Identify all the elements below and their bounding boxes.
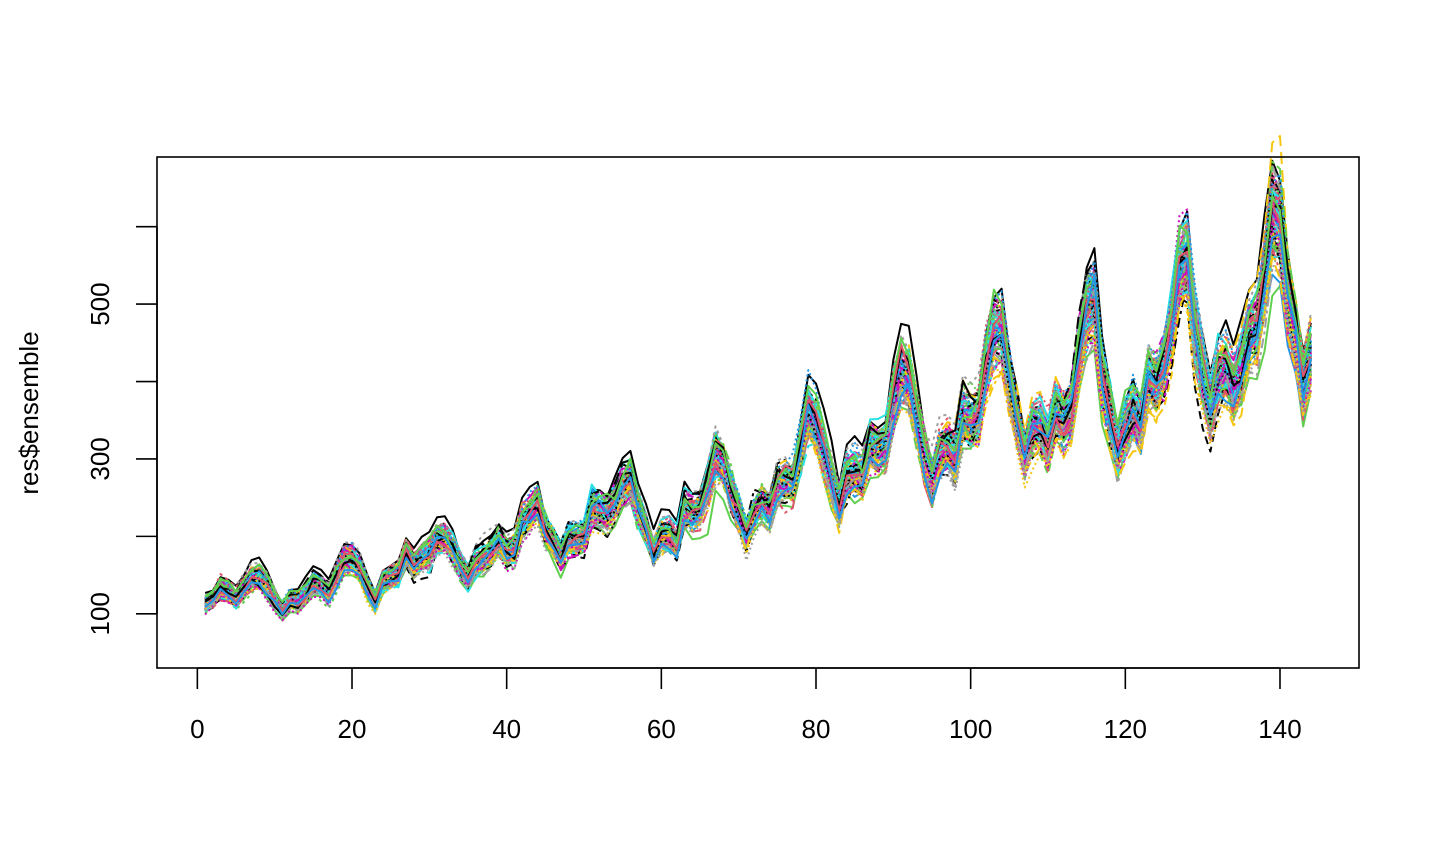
ensemble-series-line <box>204 246 1312 615</box>
x-tick-label: 80 <box>802 714 831 744</box>
x-axis: 0 20 40 60 80 100 120 140 <box>190 667 1302 744</box>
ensemble-series-line <box>204 188 1312 611</box>
x-tick-label: 0 <box>190 714 204 744</box>
y-axis: 100 300 500 <box>85 225 158 635</box>
series-layer <box>204 135 1312 622</box>
ensemble-series-line <box>204 243 1312 616</box>
y-tick-label: 300 <box>85 437 115 480</box>
ensemble-series-line <box>204 255 1312 616</box>
x-tick-label: 100 <box>949 714 992 744</box>
ensemble-series-line <box>204 202 1312 613</box>
ensemble-series-line <box>204 255 1312 620</box>
x-tick-label: 140 <box>1258 714 1301 744</box>
ensemble-series-line <box>204 195 1312 603</box>
ensemble-series-line <box>204 221 1312 616</box>
x-tick-label: 20 <box>338 714 367 744</box>
ensemble-series-line <box>204 220 1312 622</box>
y-tick-label: 100 <box>85 592 115 635</box>
ensemble-series-line <box>204 194 1312 612</box>
x-tick-label: 40 <box>492 714 521 744</box>
x-tick-label: 60 <box>647 714 676 744</box>
ensemble-series-line <box>204 233 1312 616</box>
ensemble-series-line <box>204 232 1312 617</box>
x-tick-label: 120 <box>1104 714 1147 744</box>
y-tick-label: 500 <box>85 282 115 325</box>
y-axis-title: res$ensemble <box>14 331 44 494</box>
